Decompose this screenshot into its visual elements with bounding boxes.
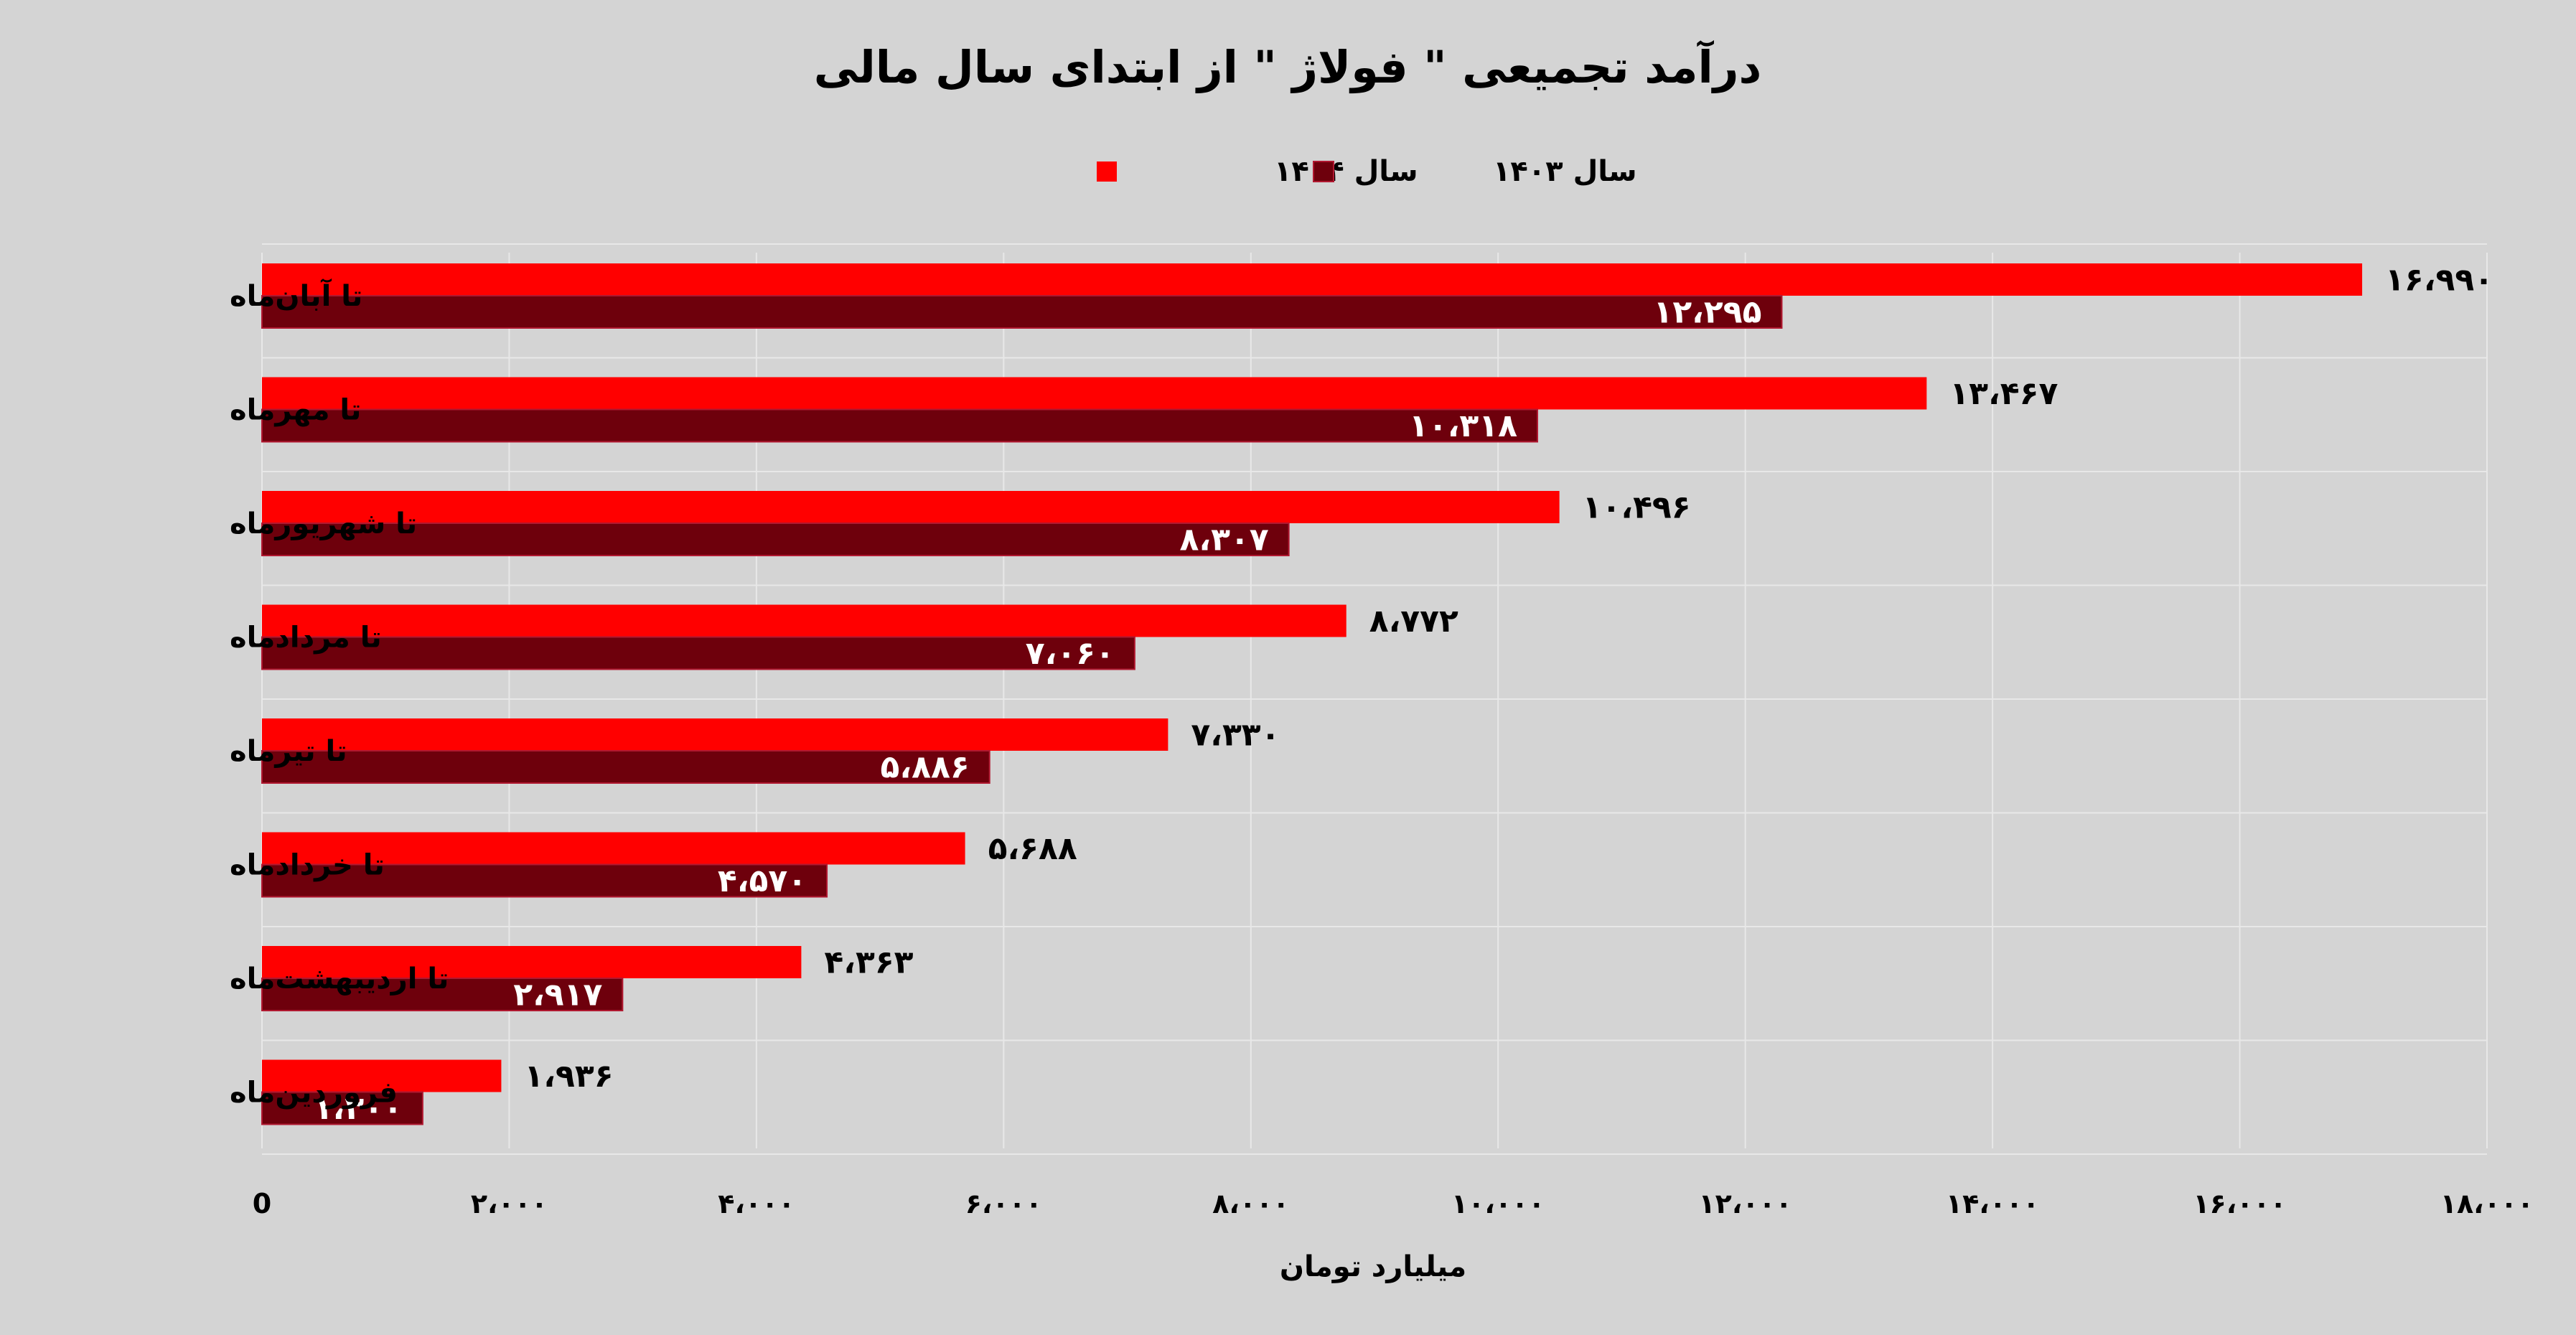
bar-1404 xyxy=(262,946,802,978)
x-tick-label: ۱۶،۰۰۰ xyxy=(2193,1188,2286,1219)
x-tick-label: ۶،۰۰۰ xyxy=(965,1188,1042,1219)
data-label-1404: ۷،۳۳۰ xyxy=(1191,717,1280,754)
bar-1403 xyxy=(261,750,990,784)
x-tick-label: ۴،۰۰۰ xyxy=(718,1188,795,1219)
data-label-1404: ۱۳،۴۶۷ xyxy=(1949,375,2058,412)
legend-swatch xyxy=(1097,161,1117,182)
category-label: تا شهریورماه xyxy=(230,507,417,540)
legend-label: سال ۱۴۰۴ xyxy=(1274,155,1418,188)
bar-1404 xyxy=(262,832,965,865)
legend: سال ۱۴۰۴ سال ۱۴۰۳ xyxy=(1097,155,1637,188)
data-label-1403: ۷،۰۶۰ xyxy=(1026,635,1115,672)
data-label-1403: ۱۲،۲۹۵ xyxy=(1653,294,1761,331)
data-label-1403: ۵،۸۸۶ xyxy=(881,749,970,786)
bars xyxy=(261,263,2363,1125)
data-label-1404: ۴،۳۶۳ xyxy=(824,945,913,981)
bar-1403 xyxy=(261,978,624,1011)
data-label-1404: ۸،۷۷۲ xyxy=(1369,603,1458,640)
bar-labels: ۱۶،۹۹۰ ۱۲،۲۹۵ ۱۳،۴۶۷ ۱۰،۳۱۸ ۱۰،۴۹۶ ۸،۳۰۷ ۸،۷۷۲… xyxy=(314,262,2493,1128)
bar-1404 xyxy=(262,491,1560,523)
x-tick-label: ۲،۰۰۰ xyxy=(471,1188,548,1219)
legend-item: سال ۱۴۰۳ xyxy=(1313,155,1637,188)
bar-1403 xyxy=(261,295,1783,329)
data-label-1404: ۱۶،۹۹۰ xyxy=(2385,262,2493,299)
x-axis-title: میلیارد تومان xyxy=(1280,1250,1466,1283)
x-tick-label: ۱۴،۰۰۰ xyxy=(1946,1188,2039,1219)
x-tick-label: ۱۲،۰۰۰ xyxy=(1698,1188,1792,1219)
bar-1403 xyxy=(261,408,1538,443)
x-tick-label: ۱۸،۰۰۰ xyxy=(2440,1188,2534,1219)
data-label-1404: ۵،۶۸۸ xyxy=(988,830,1077,867)
bar-1404 xyxy=(262,1059,502,1092)
category-label: تا مهرماه xyxy=(230,394,361,427)
category-label: تا اردیبهشت‌ماه xyxy=(230,962,449,996)
category-label: تا تیرماه xyxy=(230,735,347,768)
category-label: تا مردادماه xyxy=(230,622,382,655)
data-label-1403: ۴،۵۷۰ xyxy=(718,863,807,899)
x-tick-label: ۱۰،۰۰۰ xyxy=(1451,1188,1545,1219)
data-label-1403: ۱۰،۳۱۸ xyxy=(1409,408,1517,444)
category-labels: تا آبان‌ماه تا مهرماه تا شهریورماه تا مرداد… xyxy=(230,278,449,1110)
bar-1404 xyxy=(262,718,1168,751)
category-label: فروردین‌ماه xyxy=(230,1077,398,1110)
bar-1403 xyxy=(261,1091,423,1125)
legend-label: سال ۱۴۰۳ xyxy=(1493,155,1637,188)
legend-swatch xyxy=(1313,161,1334,182)
data-label-1403: ۲،۹۱۷ xyxy=(513,977,602,1013)
data-label-1403: ۸،۳۰۷ xyxy=(1180,522,1269,558)
category-label: تا آبان‌ماه xyxy=(230,278,362,313)
category-label: تا خردادماه xyxy=(230,849,385,882)
bar-1403 xyxy=(261,523,1290,556)
bar-1404 xyxy=(262,604,1346,637)
bar-1404 xyxy=(262,263,2363,296)
x-tick-label: ۸،۰۰۰ xyxy=(1212,1188,1289,1219)
data-label-1403: ۱،۳۰۰ xyxy=(314,1090,403,1127)
x-tick-label: 0 xyxy=(253,1188,271,1219)
x-tick-labels: 0 ۲،۰۰۰ ۴،۰۰۰ ۶،۰۰۰ ۸،۰۰۰ ۱۰،۰۰۰ ۱۲،۰۰۰ ۱۴،۰۰۰ ۱… xyxy=(253,1188,2534,1219)
data-label-1404: ۱۰،۴۹۶ xyxy=(1583,490,1691,526)
legend-item: سال ۱۴۰۴ xyxy=(1097,155,1418,188)
bar-1404 xyxy=(262,377,1927,410)
data-label-1404: ۱،۹۳۶ xyxy=(524,1058,613,1095)
bar-1403 xyxy=(261,863,828,898)
chart-title: درآمد تجمیعی " فولاژ " از ابتدای سال مال… xyxy=(814,39,1762,93)
bar-1403 xyxy=(261,636,1135,670)
